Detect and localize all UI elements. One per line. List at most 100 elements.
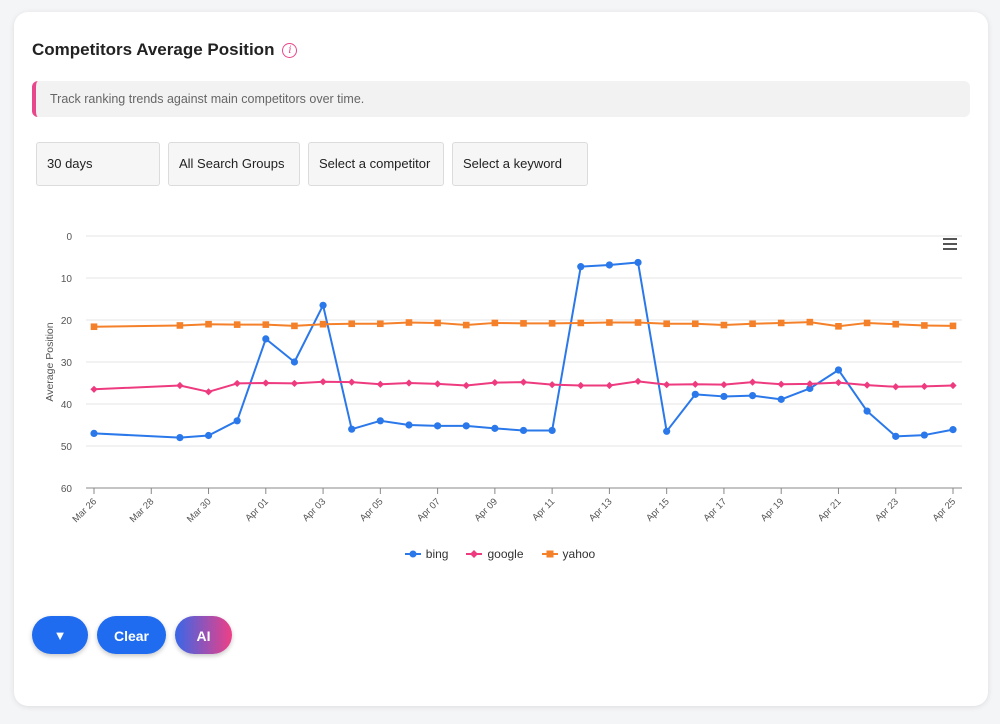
data-point-yahoo [434,319,441,327]
legend-marker-bing [404,550,421,558]
data-point-yahoo [577,319,585,327]
x-tick-label: Apr 11 [530,496,557,523]
data-point-bing [892,432,900,440]
x-tick-label: Apr 05 [358,496,386,524]
data-point-google [176,381,184,390]
legend-marker-yahoo [541,550,558,558]
data-point-yahoo [835,323,842,330]
data-point-bing [434,422,442,430]
data-point-bing [204,431,213,440]
data-point-google [605,381,613,390]
data-point-google [434,380,442,388]
data-point-bing [777,395,785,403]
x-tick-label: Apr 09 [472,496,500,524]
data-point-bing [720,392,728,401]
ai-button[interactable]: AI [175,616,232,654]
data-point-google [949,381,957,390]
data-point-bing [90,429,98,437]
y-axis-label: Average Position [44,322,56,401]
legend-marker-google [466,550,483,558]
data-point-bing [290,358,299,366]
y-tick-label: 50 [61,442,73,453]
data-point-bing [634,258,642,267]
data-point-bing [863,407,871,415]
clear-button[interactable]: Clear [97,616,166,654]
x-tick-label: Apr 15 [644,496,672,524]
competitors-card [14,12,988,706]
data-point-google [405,379,413,387]
data-point-yahoo [405,319,413,326]
data-point-bing [319,301,327,309]
data-point-yahoo [291,322,298,330]
data-point-bing [491,424,499,432]
data-point-bing [691,390,699,398]
data-point-bing [834,366,843,374]
data-point-google [920,382,928,390]
data-point-yahoo [205,320,212,328]
average-position-chart: 0 10 20 30 40 50 60 Average Position Mar 26 Mar 2… [44,232,962,525]
data-point-bing [806,384,814,393]
data-point-google [290,379,299,388]
data-point-yahoo [377,320,384,328]
data-point-yahoo [348,320,355,328]
data-point-yahoo [806,318,814,326]
series-line-bing [93,261,954,439]
data-point-bing [405,421,413,429]
data-point-yahoo [949,322,957,330]
x-tick-label: Apr 19 [759,496,787,524]
legend-label-google: google [487,547,524,561]
data-point-bing [348,425,356,433]
x-tick-label: Apr 25 [931,496,959,524]
data-point-yahoo [319,320,327,328]
data-point-google [577,381,585,390]
data-point-yahoo [921,322,928,329]
x-tick-label: Apr 17 [701,496,729,524]
legend-item-google[interactable]: google [466,547,524,561]
y-tick-label: 30 [61,358,73,369]
toggle-filters-button[interactable]: ▼ [32,616,88,654]
data-point-bing [176,434,184,442]
data-point-google [348,378,356,386]
data-point-google [548,381,556,389]
legend-label-yahoo: yahoo [562,547,596,561]
x-tick-label: Apr 01 [243,496,271,524]
period-select[interactable]: 30 days [36,142,160,186]
data-point-google [204,388,213,396]
data-point-google [720,381,728,389]
data-point-google [748,378,757,386]
data-point-google [319,378,327,386]
competitor-select[interactable]: Select a competitor [308,142,444,186]
data-point-bing [376,417,384,425]
data-point-yahoo [520,320,527,327]
y-tick-label: 60 [61,484,73,495]
data-point-google [233,379,241,388]
keyword-select[interactable]: Select a keyword [452,142,588,186]
y-tick-label: 0 [66,232,72,243]
hamburger-menu-icon[interactable] [943,238,957,253]
data-point-google [663,381,671,389]
data-point-yahoo [777,319,785,327]
data-point-yahoo [262,321,270,328]
data-point-bing [462,422,470,430]
data-point-google [777,380,785,388]
info-circle-icon[interactable]: i [282,42,298,58]
data-point-yahoo [892,320,900,328]
legend-item-bing[interactable]: bing [404,547,448,561]
data-point-bing [519,426,528,435]
data-point-bing [663,427,671,435]
data-point-google [634,377,642,385]
search-group-select[interactable]: All Search Groups [168,142,300,186]
data-point-yahoo [692,320,699,328]
notice-text: Track ranking trends against main compet… [50,92,365,106]
data-point-google [376,380,384,388]
data-point-bing [949,426,957,434]
data-point-google [262,379,270,387]
data-point-bing [233,417,241,425]
filter-bar: 30 days All Search Groups Select a compe… [36,142,596,186]
data-point-yahoo [606,319,613,326]
legend-item-yahoo[interactable]: yahoo [541,547,596,561]
data-point-yahoo [462,321,470,329]
data-point-yahoo [749,320,756,328]
x-tick-label: Mar 26 [70,496,99,525]
data-point-google [806,380,814,388]
